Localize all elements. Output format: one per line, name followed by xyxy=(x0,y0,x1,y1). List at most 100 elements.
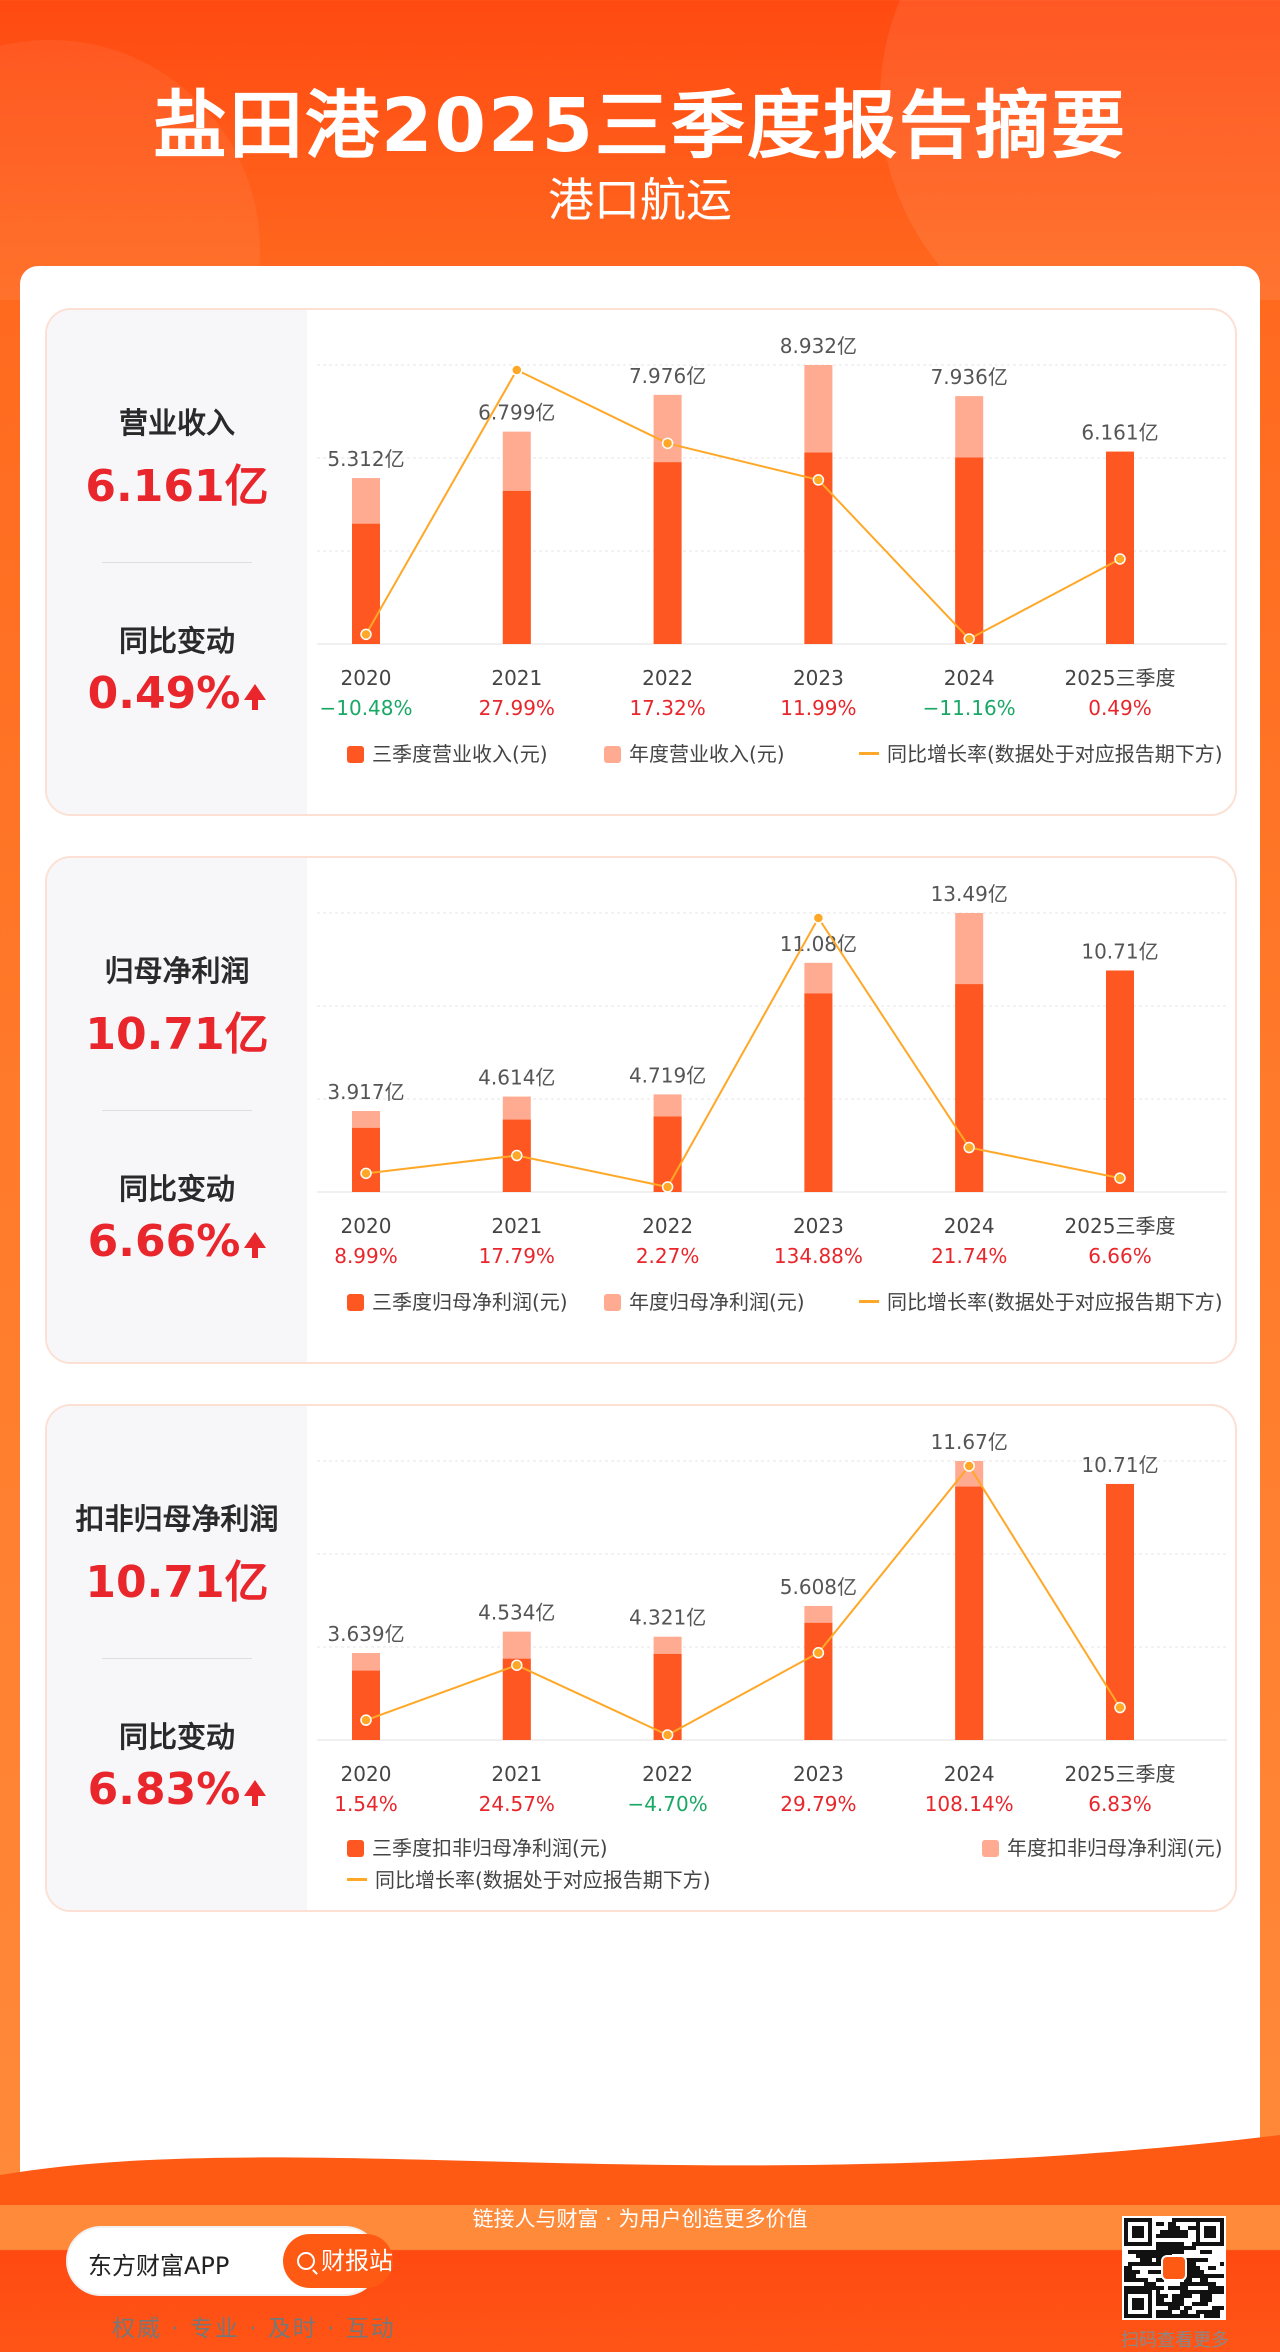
qr-caption: 扫码查看更多 xyxy=(1121,2330,1229,2351)
summary-panel: 归母净利润 10.71亿 同比变动 6.66% xyxy=(47,858,307,1362)
x-tick-label: 2022 xyxy=(642,666,693,690)
x-tick-label: 2025三季度 xyxy=(1065,1214,1176,1238)
metric-label: 归母净利润 xyxy=(104,954,250,988)
legend-swatch xyxy=(604,1294,621,1311)
x-tick-label: 2024 xyxy=(944,1214,995,1238)
deducted-net-profit-chart: 3.639亿 2020 1.54% 4.534亿 2021 24.57% 4.321亿 202… xyxy=(317,1430,1227,1816)
legend-item-growth: 同比增长率(数据处于对应报告期下方) xyxy=(859,738,1223,767)
revenue-chart: 5.312亿 2020 −10.48% 6.799亿 2021 27.99% 7.976亿 2… xyxy=(317,334,1227,720)
legend-line xyxy=(859,752,879,755)
page-subtitle: 港口航运 xyxy=(548,173,732,227)
page-title: 盐田港2025三季度报告摘要 xyxy=(153,83,1127,169)
growth-point xyxy=(812,912,825,924)
growth-label: 21.74% xyxy=(931,1244,1007,1268)
change-value: 6.66% xyxy=(47,1216,307,1267)
growth-point xyxy=(360,1714,372,1726)
growth-label: 6.66% xyxy=(1088,1244,1152,1268)
report-card: 营业收入 6.161亿 同比变动 0.49% 5.312亿 2020 −10.48%… xyxy=(20,266,1260,2351)
growth-point xyxy=(511,364,523,376)
legend-label: 同比增长率(数据处于对应报告期下方) xyxy=(887,742,1223,766)
q3-bar xyxy=(955,1486,984,1740)
q3-bar xyxy=(804,993,833,1192)
revenue-section: 营业收入 6.161亿 同比变动 0.49% 5.312亿 2020 −10.48%… xyxy=(45,308,1237,816)
x-tick-label: 2020 xyxy=(341,666,392,690)
growth-label: 11.99% xyxy=(780,696,856,720)
growth-point xyxy=(812,1647,825,1659)
slogan: 权威 · 专业 · 及时 · 互动 xyxy=(112,2316,396,2342)
x-tick-label: 2021 xyxy=(491,1214,542,1238)
change-label: 同比变动 xyxy=(118,624,235,658)
growth-label: 2.27% xyxy=(636,1244,700,1268)
legend-item-annual: 年度扣非归母净利润(元) xyxy=(982,1832,1223,1861)
q3-bar xyxy=(352,1670,380,1740)
legend-item-growth: 同比增长率(数据处于对应报告期下方) xyxy=(347,1864,711,1893)
search-icon xyxy=(297,2252,315,2270)
legend-item-q3: 三季度归母净利润(元) xyxy=(347,1286,568,1315)
x-tick-label: 2025三季度 xyxy=(1065,666,1176,690)
x-tick-label: 2023 xyxy=(793,1214,844,1238)
bar-value-label: 10.71亿 xyxy=(1081,939,1158,963)
bar-value-label: 5.312亿 xyxy=(327,447,404,471)
x-tick-label: 2025三季度 xyxy=(1065,1762,1176,1786)
change-value-text: 6.83% xyxy=(87,1764,241,1815)
app-search-pill[interactable]: 东方财富APP 财报站 xyxy=(68,2228,393,2294)
report-station-button[interactable]: 财报站 xyxy=(283,2234,393,2288)
up-arrow-icon xyxy=(244,1780,267,1806)
change-value: 6.83% xyxy=(47,1764,307,1815)
bar-value-label: 4.614亿 xyxy=(478,1066,555,1090)
metric-value: 6.161亿 xyxy=(85,461,269,512)
legend-label: 同比增长率(数据处于对应报告期下方) xyxy=(375,1868,711,1892)
app-name: 东方财富APP xyxy=(88,2252,230,2280)
deducted-net-profit-section: 扣非归母净利润 10.71亿 同比变动 6.83% 3.639亿 2020 1.54… xyxy=(45,1404,1237,1912)
q3-bar xyxy=(1106,1483,1134,1740)
growth-label: 6.83% xyxy=(1088,1792,1152,1816)
x-tick-label: 2021 xyxy=(491,666,542,690)
hero-decoration xyxy=(0,0,1280,300)
q3-bar xyxy=(502,1658,531,1740)
up-arrow-icon xyxy=(244,684,267,710)
growth-point xyxy=(1114,1701,1126,1714)
growth-line xyxy=(365,916,1121,1189)
q3-bar xyxy=(653,462,682,644)
bar-value-label: 11.67亿 xyxy=(931,1430,1008,1454)
x-tick-label: 2023 xyxy=(793,1762,844,1786)
q3-bar xyxy=(352,1127,380,1192)
growth-label: 29.79% xyxy=(780,1792,856,1816)
summary-panel: 营业收入 6.161亿 同比变动 0.49% xyxy=(47,310,307,814)
x-tick-label: 2024 xyxy=(944,666,995,690)
legend-label: 三季度营业收入(元) xyxy=(372,742,548,766)
bottom-tagline: 链接人与财富 · 为用户创造更多价值 xyxy=(472,2207,808,2231)
legend-item-annual: 年度归母净利润(元) xyxy=(604,1286,805,1315)
growth-line xyxy=(365,368,1121,641)
legend-swatch xyxy=(347,1840,364,1857)
bar-value-label: 3.639亿 xyxy=(327,1622,404,1646)
change-value: 0.49% xyxy=(47,668,307,719)
growth-label: 134.88% xyxy=(774,1244,863,1268)
bar-value-label: 4.321亿 xyxy=(629,1606,706,1630)
q3-bar xyxy=(352,523,380,644)
x-tick-label: 2020 xyxy=(341,1214,392,1238)
legend-label: 同比增长率(数据处于对应报告期下方) xyxy=(887,1290,1223,1314)
bar-value-label: 3.917亿 xyxy=(327,1080,404,1104)
change-value-text: 0.49% xyxy=(87,668,241,719)
legend-swatch xyxy=(347,1294,364,1311)
growth-point xyxy=(661,1181,674,1193)
q3-bar xyxy=(1106,451,1134,644)
growth-label: 17.32% xyxy=(629,696,705,720)
change-value-text: 6.66% xyxy=(87,1216,241,1267)
legend-line xyxy=(859,1300,879,1303)
growth-label: 1.54% xyxy=(334,1792,398,1816)
growth-point xyxy=(511,1149,523,1162)
growth-label: 17.79% xyxy=(479,1244,555,1268)
summary-panel: 扣非归母净利润 10.71亿 同比变动 6.83% xyxy=(47,1406,307,1910)
q3-bar xyxy=(1106,970,1134,1192)
growth-label: −10.48% xyxy=(319,696,412,720)
x-tick-label: 2022 xyxy=(642,1214,693,1238)
legend-item-growth: 同比增长率(数据处于对应报告期下方) xyxy=(859,1286,1223,1315)
bar-value-label: 8.932亿 xyxy=(780,334,857,358)
growth-point xyxy=(360,628,372,641)
growth-point xyxy=(963,1460,975,1472)
change-label: 同比变动 xyxy=(118,1720,235,1754)
legend-label: 年度归母净利润(元) xyxy=(629,1290,805,1314)
net-profit-section: 归母净利润 10.71亿 同比变动 6.66% 3.917亿 2020 8.99% 4… xyxy=(45,856,1237,1364)
